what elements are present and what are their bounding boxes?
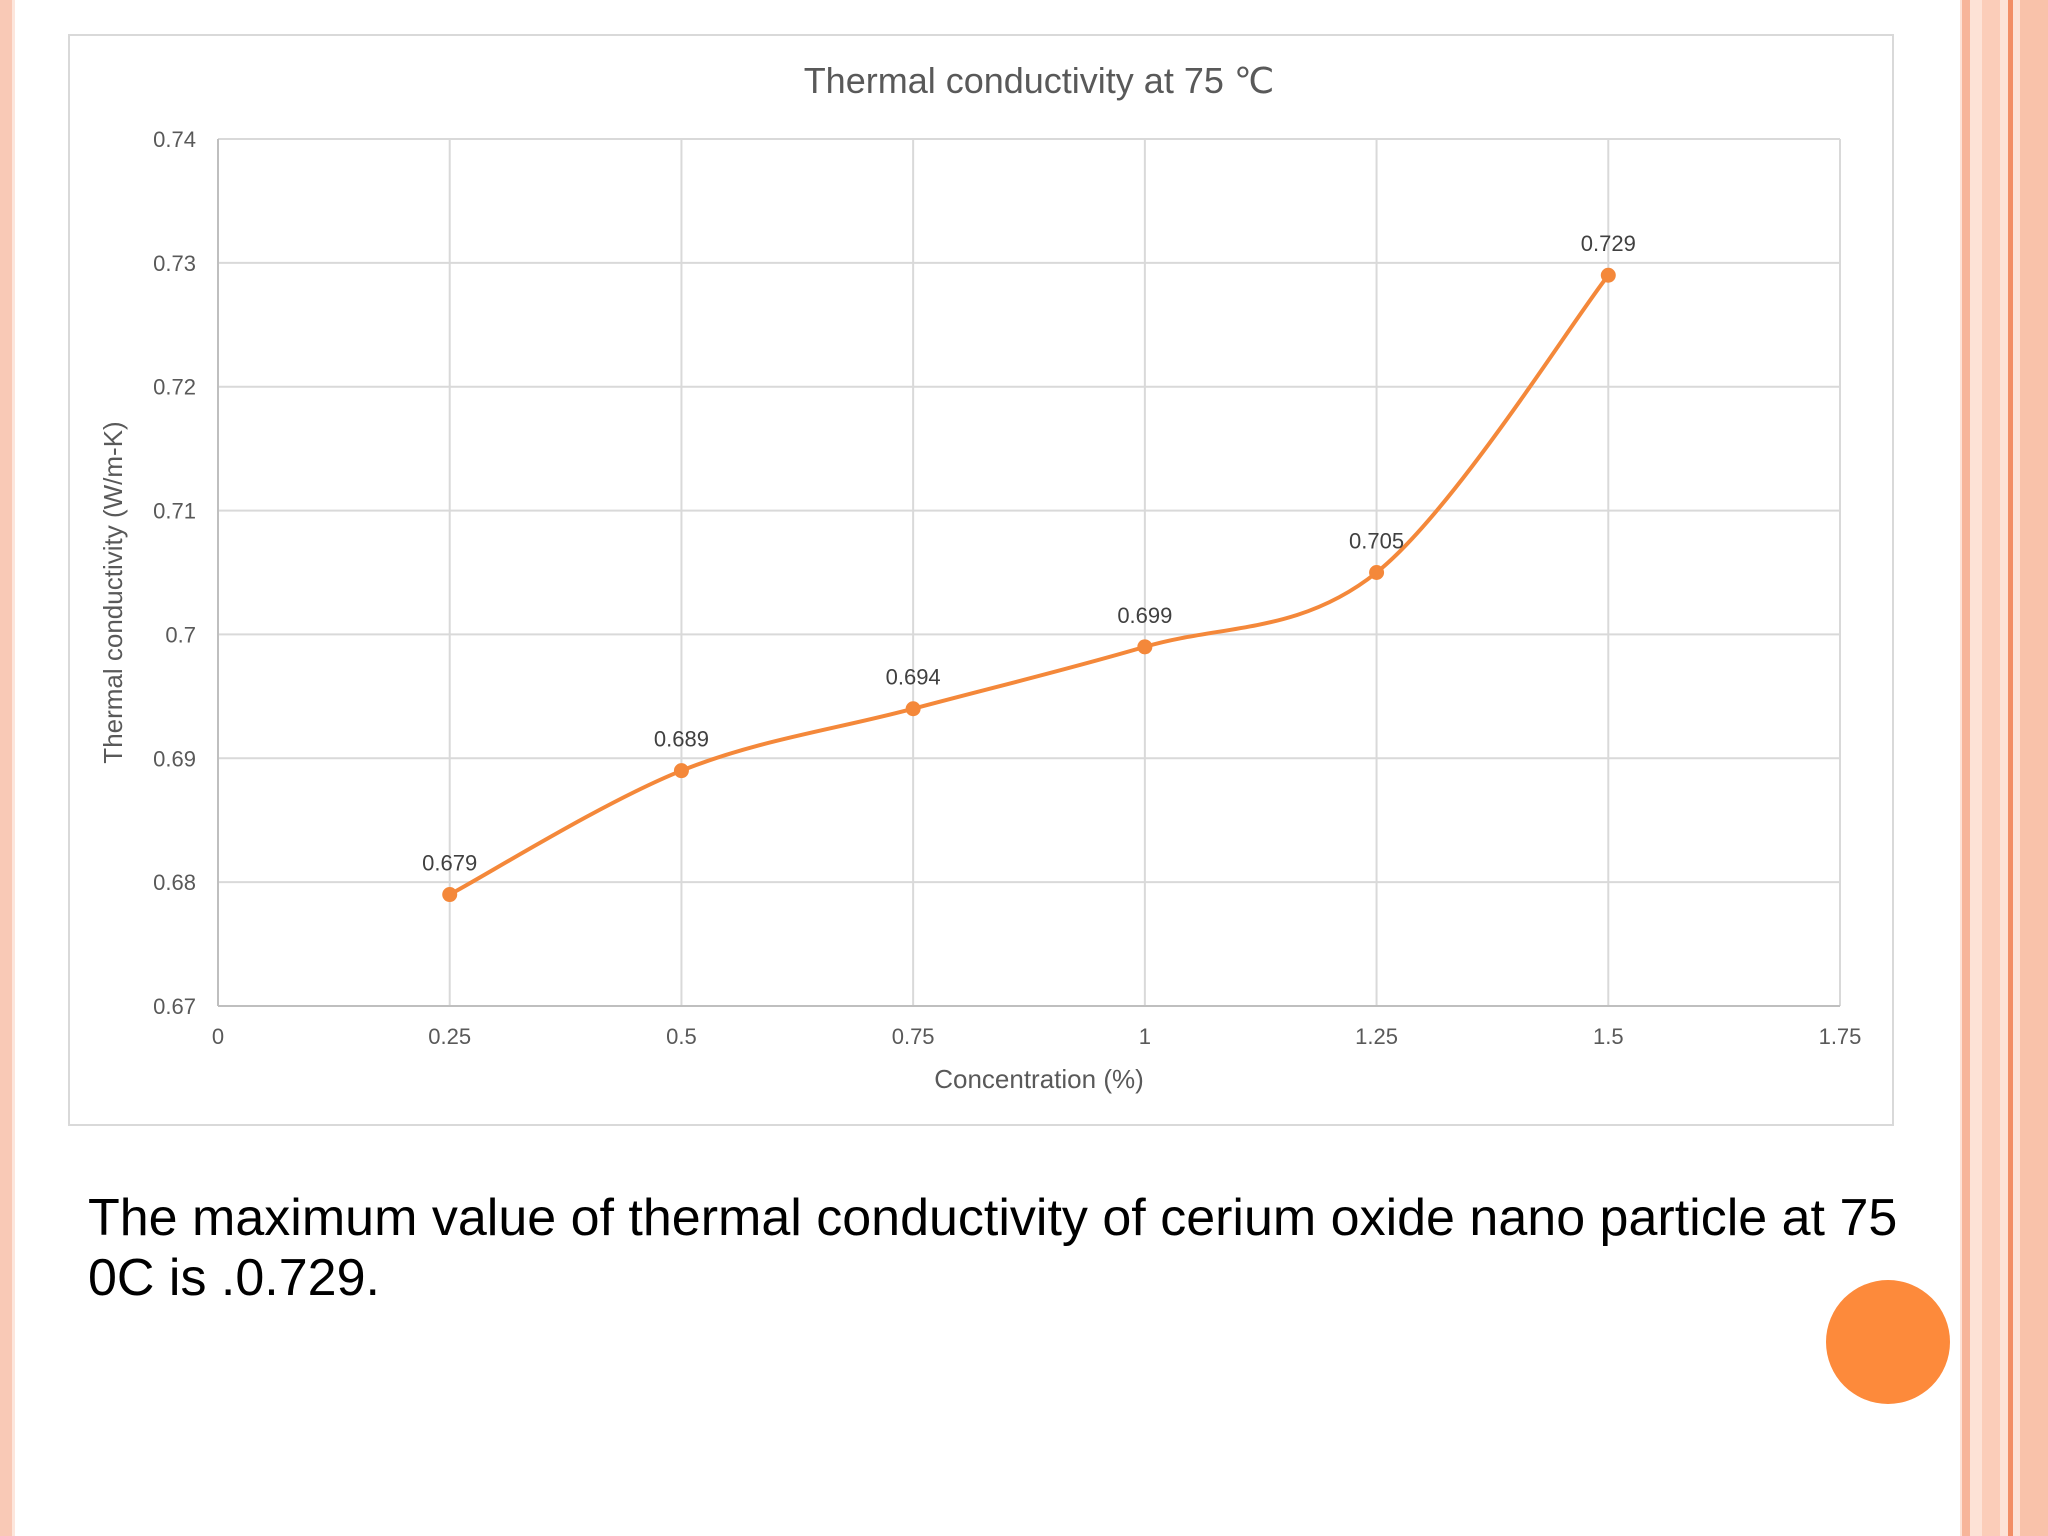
y-tick-label: 0.74 — [153, 127, 196, 152]
y-axis-title: Thermal conductivity (W/m-K) — [98, 421, 128, 763]
right-decor-line — [1962, 0, 1970, 1536]
data-point — [1369, 565, 1385, 580]
y-tick-label: 0.73 — [153, 251, 196, 276]
x-tick-label: 1.25 — [1355, 1024, 1398, 1049]
right-decor-line — [1982, 0, 2000, 1536]
x-tick-label: 0.75 — [892, 1024, 935, 1049]
y-tick-label: 0.71 — [153, 499, 196, 524]
chart-frame: 0.67 0.68 0.69 0.7 0.71 0.72 0.73 0.74 0 0.25 0.5 0… — [68, 34, 1894, 1126]
slide-caption: The maximum value of thermal conductivit… — [88, 1189, 1898, 1307]
left-decor-stripe — [0, 0, 12, 1536]
data-point — [905, 701, 921, 717]
x-tick-label: 0 — [212, 1024, 224, 1049]
data-point — [673, 763, 689, 779]
data-label: 0.705 — [1349, 529, 1404, 554]
x-tick-label: 1.75 — [1819, 1024, 1862, 1049]
data-label: 0.729 — [1581, 231, 1636, 256]
data-point — [1600, 267, 1616, 283]
x-tick-label: 1.5 — [1593, 1024, 1624, 1049]
chart-title: Thermal conductivity at 75 ℃ — [804, 60, 1275, 101]
x-tick-label: 1 — [1139, 1024, 1151, 1049]
right-decor-line — [2020, 0, 2048, 1536]
x-tick-label: 0.25 — [428, 1024, 471, 1049]
x-tick-label: 0.5 — [666, 1024, 697, 1049]
data-point — [442, 887, 458, 903]
data-point — [1137, 639, 1153, 655]
left-decor-stripe-inner — [12, 0, 15, 1536]
line-chart: 0.67 0.68 0.69 0.7 0.71 0.72 0.73 0.74 0 0.25 0.5 0… — [98, 60, 1862, 1094]
y-tick-label: 0.67 — [153, 994, 196, 1019]
data-label: 0.694 — [886, 665, 941, 690]
data-label: 0.679 — [422, 851, 477, 876]
series-line — [448, 274, 1610, 897]
y-tick-label: 0.68 — [153, 870, 196, 895]
data-label: 0.699 — [1117, 603, 1172, 628]
y-tick-label: 0.7 — [165, 622, 196, 647]
y-tick-label: 0.69 — [153, 746, 196, 771]
x-axis-title: Concentration (%) — [934, 1064, 1144, 1094]
y-tick-label: 0.72 — [153, 375, 196, 400]
accent-circle — [1826, 1280, 1950, 1404]
right-decor-line — [2008, 0, 2013, 1536]
data-label: 0.689 — [654, 727, 709, 752]
